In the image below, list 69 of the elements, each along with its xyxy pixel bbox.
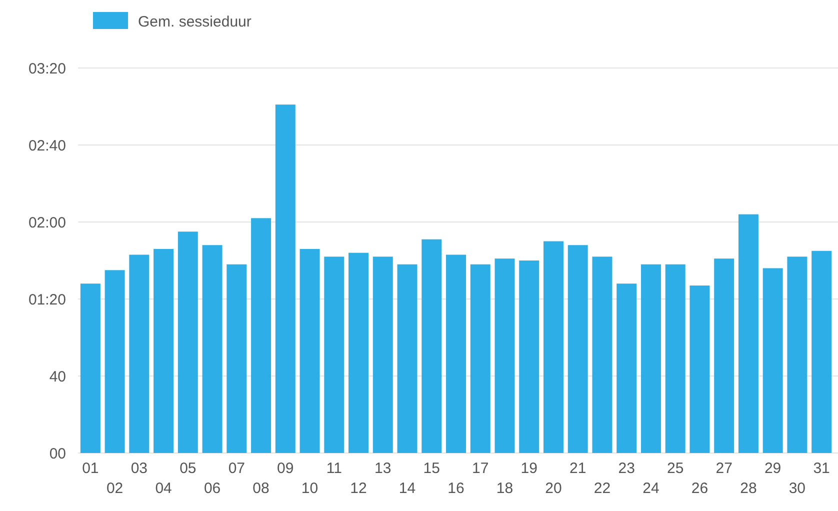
y-tick-label: 40 — [49, 368, 66, 386]
legend-label: Gem. sessieduur — [138, 13, 252, 30]
bar — [300, 248, 320, 453]
x-tick-label: 11 — [326, 460, 342, 477]
bar — [80, 284, 100, 453]
bar — [129, 254, 150, 453]
bar — [690, 286, 710, 453]
x-tick-label: 24 — [642, 480, 660, 497]
x-tick-label: 29 — [764, 460, 782, 477]
bar — [568, 245, 588, 453]
x-tick-label: 19 — [520, 460, 538, 477]
y-tick-label: 02:00 — [28, 214, 66, 232]
bar — [422, 239, 442, 453]
bar — [519, 260, 540, 453]
x-tick-label: 10 — [301, 480, 318, 497]
bar — [714, 258, 734, 453]
bar — [251, 218, 272, 453]
bar — [324, 256, 344, 453]
bar — [762, 268, 783, 453]
y-tick-label: 00 — [49, 445, 66, 462]
bar — [348, 252, 369, 453]
x-tick-label: 13 — [374, 460, 392, 477]
bar — [397, 264, 418, 453]
bar — [543, 241, 564, 453]
x-tick-label: 06 — [204, 480, 221, 497]
x-tick-label: 22 — [594, 480, 611, 497]
y-tick-label: 02:40 — [28, 137, 66, 154]
x-tick-label: 31 — [813, 460, 830, 477]
bar — [616, 284, 637, 453]
x-tick-label: 27 — [716, 460, 732, 477]
bar — [104, 270, 125, 453]
x-tick-label: 30 — [788, 480, 806, 497]
x-tick-label: 23 — [618, 460, 635, 477]
x-tick-label: 05 — [180, 460, 196, 477]
bar — [470, 264, 490, 453]
bar — [665, 264, 686, 453]
bar — [372, 256, 393, 453]
x-tick-label: 02 — [106, 480, 124, 497]
x-tick-label: 21 — [570, 460, 586, 477]
bar — [154, 248, 174, 453]
x-tick-label: 25 — [667, 460, 684, 477]
x-tick-label: 01 — [82, 460, 99, 477]
x-tick-label: 18 — [496, 480, 514, 497]
bar — [592, 256, 612, 453]
bar — [446, 254, 466, 453]
bar — [226, 264, 247, 453]
x-tick-label: 15 — [423, 460, 440, 477]
x-tick-label: 03 — [130, 460, 148, 477]
bar — [178, 232, 198, 453]
bar — [738, 214, 758, 453]
x-tick-label: 14 — [398, 480, 416, 497]
x-tick-label: 04 — [155, 480, 172, 497]
x-tick-label: 20 — [545, 480, 562, 497]
bar — [812, 250, 832, 453]
y-tick-label: 03:20 — [28, 60, 66, 78]
bar — [787, 256, 808, 453]
bar — [202, 245, 222, 453]
bar — [640, 264, 661, 453]
x-tick-label: 26 — [691, 480, 708, 497]
bar — [494, 258, 515, 453]
x-tick-label: 08 — [252, 480, 270, 497]
x-tick-label: 09 — [277, 460, 294, 477]
x-tick-label: 16 — [448, 480, 464, 497]
x-tick-label: 12 — [350, 480, 367, 497]
y-tick-label: 01:20 — [28, 291, 66, 308]
x-tick-label: 07 — [228, 460, 245, 477]
x-tick-label: 17 — [472, 460, 489, 477]
x-tick-label: 28 — [740, 480, 757, 497]
bar — [275, 104, 296, 453]
